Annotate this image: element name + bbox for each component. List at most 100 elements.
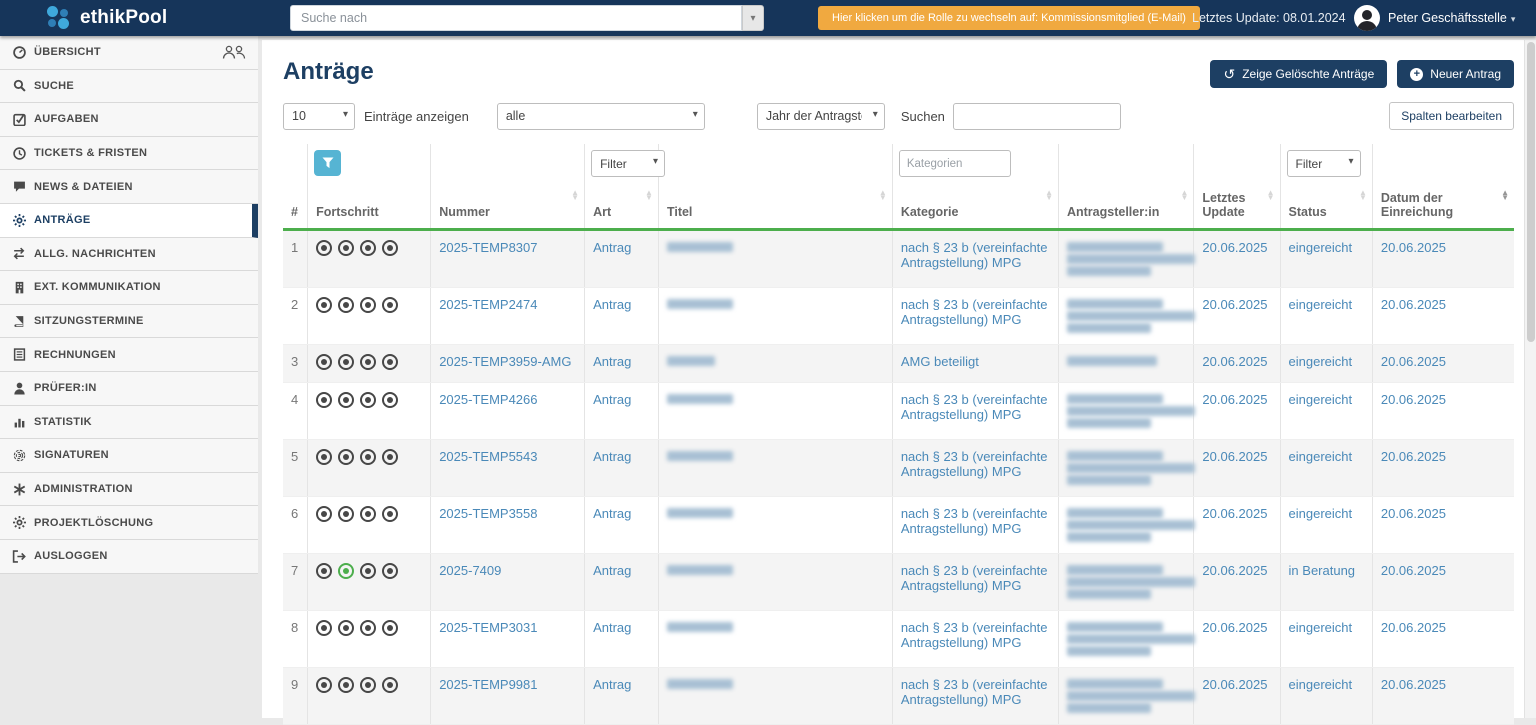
titel-cell	[658, 288, 892, 345]
sidebar-item-sitzungstermine[interactable]: SITZUNGSTERMINE	[0, 305, 258, 339]
nummer-cell[interactable]: 2025-TEMP2474	[431, 288, 585, 345]
sidebar-item-prüfer-in[interactable]: PRÜFER:IN	[0, 372, 258, 406]
category-filter-select[interactable]: alle	[497, 103, 705, 130]
redacted-text	[1067, 589, 1151, 599]
table-header-row: #FortschrittNummer▲▼Art▲▼Titel▲▼Kategori…	[283, 187, 1514, 230]
progress-cell	[308, 345, 431, 383]
sidebar-item-anträge[interactable]: ANTRÄGE	[0, 204, 258, 238]
search-label: Suchen	[901, 109, 945, 124]
status-cell: eingereicht	[1280, 383, 1372, 440]
art-filter-select[interactable]: Filter	[591, 150, 665, 177]
column-header-antragsteller-in[interactable]: Antragsteller:in▲▼	[1058, 187, 1193, 230]
column-header-kategorie[interactable]: Kategorie▲▼	[892, 187, 1058, 230]
nummer-cell[interactable]: 2025-TEMP3959-AMG	[431, 345, 585, 383]
sidebar-item-allg-nachrichten[interactable]: ALLG. NACHRICHTEN	[0, 238, 258, 272]
progress-cell	[308, 554, 431, 611]
group-icon[interactable]	[222, 45, 246, 60]
switch-role-button[interactable]: Hier klicken um die Rolle zu wechseln au…	[818, 6, 1200, 30]
column-header-nummer[interactable]: Nummer ▲▼	[431, 187, 585, 230]
progress-step-icon	[360, 240, 376, 256]
antragsteller-cell	[1058, 230, 1193, 288]
redacted-text	[667, 622, 733, 632]
table-row[interactable]: 82025-TEMP3031Antragnach § 23 b (vereinf…	[283, 611, 1514, 668]
sidebar-item-ext-kommunikation[interactable]: EXT. KOMMUNIKATION	[0, 271, 258, 305]
global-search-input[interactable]	[290, 5, 742, 31]
nummer-cell[interactable]: 2025-7409	[431, 554, 585, 611]
table-row[interactable]: 72025-7409Antragnach § 23 b (vereinfacht…	[283, 554, 1514, 611]
sort-icon[interactable]: ▲▼	[879, 191, 887, 201]
letztes-update-cell: 20.06.2025	[1194, 668, 1280, 725]
sidebar-item-administration[interactable]: ADMINISTRATION	[0, 473, 258, 507]
table-row[interactable]: 92025-TEMP9981Antragnach § 23 b (vereinf…	[283, 668, 1514, 725]
redacted-text	[1067, 703, 1151, 713]
sidebar-item-projektlöschung[interactable]: PROJEKTLÖSCHUNG	[0, 506, 258, 540]
sort-icon[interactable]: ▲▼	[645, 191, 653, 201]
column-header-art[interactable]: Art▲▼	[585, 187, 659, 230]
column-header-status[interactable]: Status▲▼	[1280, 187, 1372, 230]
column-header-letztes-update[interactable]: Letztes Update▲▼	[1194, 187, 1280, 230]
progress-filter-button[interactable]	[314, 150, 341, 176]
sort-icon[interactable]: ▲▼	[1267, 191, 1275, 201]
column-header-titel[interactable]: Titel▲▼	[658, 187, 892, 230]
tasks-icon	[12, 113, 26, 126]
search-scope-dropdown[interactable]: ▾	[742, 5, 764, 31]
table-row[interactable]: 42025-TEMP4266Antragnach § 23 b (vereinf…	[283, 383, 1514, 440]
nummer-cell[interactable]: 2025-TEMP3558	[431, 497, 585, 554]
sidebar-item-signaturen[interactable]: SIGNATUREN	[0, 439, 258, 473]
kategorie-filter-input[interactable]	[899, 150, 1011, 177]
sidebar-item-aufgaben[interactable]: AUFGABEN	[0, 103, 258, 137]
redacted-text	[667, 394, 733, 404]
chevron-down-icon: ▾	[750, 13, 755, 24]
scrollbar[interactable]	[1524, 40, 1536, 718]
column-header-datum-der-einreichung[interactable]: Datum der Einreichung▲▼	[1372, 187, 1514, 230]
sidebar-item-news-dateien[interactable]: NEWS & DATEIEN	[0, 170, 258, 204]
art-cell: Antrag	[585, 288, 659, 345]
nummer-cell[interactable]: 2025-TEMP4266	[431, 383, 585, 440]
sort-icon[interactable]: ▲▼	[571, 191, 579, 201]
user-avatar[interactable]	[1354, 5, 1380, 31]
nummer-cell[interactable]: 2025-TEMP5543	[431, 440, 585, 497]
sidebar-nav: ÜBERSICHTSUCHEAUFGABENTICKETS & FRISTEN N…	[0, 36, 258, 574]
sort-icon[interactable]: ▲▼	[1359, 191, 1367, 201]
sidebar-item-label: NEWS & DATEIEN	[34, 181, 133, 193]
table-row[interactable]: 22025-TEMP2474Antragnach § 23 b (vereinf…	[283, 288, 1514, 345]
scrollbar-thumb[interactable]	[1527, 42, 1535, 342]
art-cell: Antrag	[585, 611, 659, 668]
sidebar-item-ausloggen[interactable]: AUSLOGGEN	[0, 540, 258, 574]
nummer-cell[interactable]: 2025-TEMP8307	[431, 230, 585, 288]
new-antrag-button[interactable]: + Neuer Antrag	[1397, 60, 1514, 88]
sidebar-item-rechnungen[interactable]: RECHNUNGEN	[0, 338, 258, 372]
redacted-text	[667, 242, 733, 252]
table-row[interactable]: 12025-TEMP8307Antragnach § 23 b (vereinf…	[283, 230, 1514, 288]
art-cell: Antrag	[585, 554, 659, 611]
sort-icon[interactable]: ▲▼	[1045, 191, 1053, 201]
table-row[interactable]: 62025-TEMP3558Antragnach § 23 b (vereinf…	[283, 497, 1514, 554]
edit-columns-button[interactable]: Spalten bearbeiten	[1389, 102, 1514, 130]
sidebar-item-statistik[interactable]: STATISTIK	[0, 406, 258, 440]
sidebar-item-suche[interactable]: SUCHE	[0, 70, 258, 104]
year-filter-select[interactable]: Jahr der Antragste	[757, 103, 885, 130]
sidebar-item-label: ADMINISTRATION	[34, 483, 133, 495]
redacted-text	[1067, 622, 1163, 632]
nummer-cell[interactable]: 2025-TEMP3031	[431, 611, 585, 668]
column-header-label: #	[291, 205, 298, 219]
datum-einreichung-cell: 20.06.2025	[1372, 383, 1514, 440]
sidebar-item-tickets-fristen[interactable]: TICKETS & FRISTEN	[0, 137, 258, 171]
page-size-select[interactable]: 10	[283, 103, 355, 130]
nummer-cell[interactable]: 2025-TEMP9981	[431, 668, 585, 725]
table-search-input[interactable]	[953, 103, 1121, 130]
status-filter-select[interactable]: Filter	[1287, 150, 1361, 177]
row-index-cell: 9	[283, 668, 308, 725]
sort-icon[interactable]: ▲▼	[1501, 191, 1509, 201]
table-row[interactable]: 52025-TEMP5543Antragnach § 23 b (vereinf…	[283, 440, 1514, 497]
sort-icon[interactable]: ▲▼	[1180, 191, 1188, 201]
redacted-text	[1067, 242, 1163, 252]
status-cell: in Beratung	[1280, 554, 1372, 611]
status-cell: eingereicht	[1280, 497, 1372, 554]
table-row[interactable]: 32025-TEMP3959-AMGAntragAMG beteiligt20.…	[283, 345, 1514, 383]
column-header-label: Nummer	[439, 205, 490, 219]
sidebar-item-übersicht[interactable]: ÜBERSICHT	[0, 36, 258, 70]
show-deleted-button[interactable]: ↺ Zeige Gelöschte Anträge	[1210, 60, 1387, 88]
progress-step-icon	[316, 563, 332, 579]
user-menu[interactable]: Peter Geschäftsstelle▾	[1388, 11, 1515, 25]
